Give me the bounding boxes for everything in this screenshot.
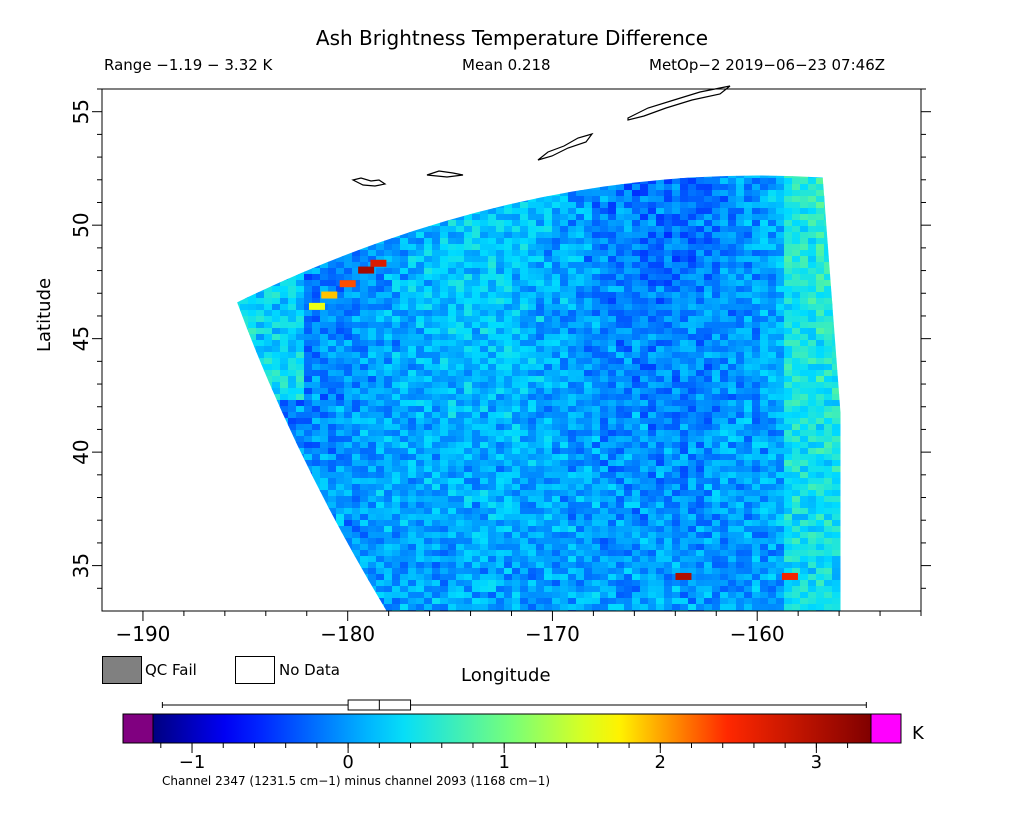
- hotspot-0: [358, 266, 375, 274]
- x-tick-label: −190: [115, 622, 170, 646]
- y-tick-label: 35: [69, 553, 93, 578]
- no-data-swatch: [235, 656, 275, 684]
- colorbar-tick-label: 3: [811, 752, 822, 773]
- colorbar-tick-label: 0: [342, 752, 353, 773]
- hotspot-5: [675, 572, 692, 580]
- channel-footnote: Channel 2347 (1231.5 cm−1) minus channel…: [162, 774, 551, 788]
- colorbar-unit: K: [912, 723, 925, 744]
- colorbar: [152, 713, 872, 744]
- colorbar-tick-label: 2: [655, 752, 666, 773]
- y-tick-label: 45: [69, 326, 93, 351]
- satellite-time-text: MetOp−2 2019−06−23 07:46Z: [649, 56, 886, 74]
- no-data-label: No Data: [279, 661, 340, 679]
- coastline-2: [537, 132, 594, 161]
- x-axis-label: Longitude: [461, 665, 551, 686]
- x-tick-label: −180: [320, 622, 375, 646]
- colorbar-under: [122, 713, 154, 744]
- hotspot-2: [339, 280, 356, 288]
- coastline-3: [627, 85, 731, 121]
- hotspot-4: [308, 302, 325, 310]
- y-tick-label: 55: [69, 99, 93, 124]
- hotspot-3: [321, 291, 338, 299]
- colorbar-tick-label: −1: [179, 752, 206, 773]
- x-tick-label: −170: [525, 622, 580, 646]
- coastline-0: [351, 177, 387, 187]
- swath-pixels: [237, 175, 841, 611]
- range-text: Range −1.19 − 3.32 K: [104, 56, 273, 74]
- hotspot-1: [370, 259, 387, 267]
- qc-fail-label: QC Fail: [145, 661, 197, 679]
- mean-text: Mean 0.218: [462, 56, 551, 74]
- x-tick-label: −160: [730, 622, 785, 646]
- colorbar-over: [870, 713, 902, 744]
- chart-title: Ash Brightness Temperature Difference: [315, 26, 709, 50]
- qc-fail-swatch: [102, 656, 142, 684]
- y-tick-label: 50: [69, 212, 93, 237]
- coastline-1: [426, 170, 464, 178]
- y-tick-label: 40: [69, 439, 93, 464]
- hotspot-6: [781, 572, 798, 580]
- y-axis-label: Latitude: [34, 277, 55, 352]
- colorbar-tick-label: 1: [498, 752, 509, 773]
